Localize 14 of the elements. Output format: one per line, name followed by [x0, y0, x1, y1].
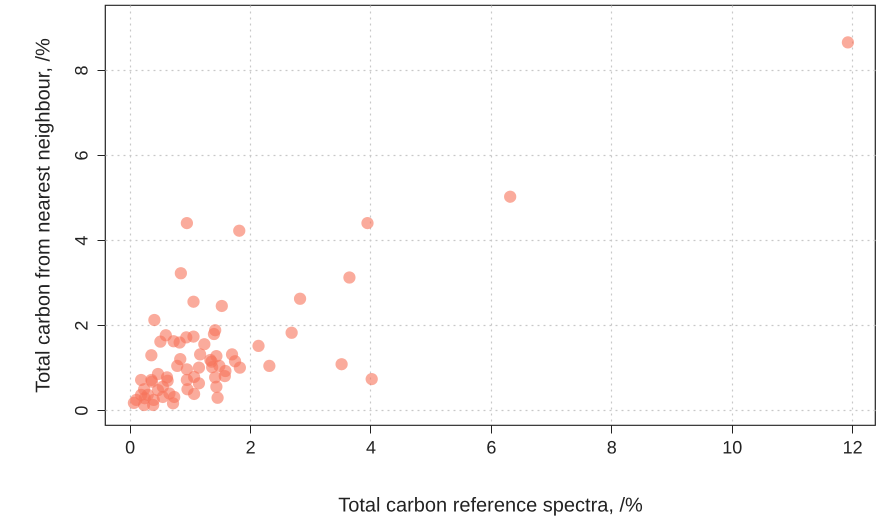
x-tick-label: 0	[125, 438, 136, 458]
x-tick-label: 10	[722, 438, 742, 458]
x-tick-label: 12	[842, 438, 863, 458]
x-axis-title: Total carbon reference spectra, /%	[338, 494, 644, 516]
y-tick-label: 4	[72, 236, 92, 246]
x-tick-label: 6	[486, 438, 496, 458]
y-tick-label: 6	[72, 150, 92, 161]
y-axis-title: Total carbon from nearest neighbour, /%	[32, 38, 54, 393]
y-tick-label: 8	[72, 66, 92, 76]
x-tick-label: 2	[246, 438, 256, 458]
x-tick-label: 4	[366, 438, 376, 458]
y-tick-label: 0	[72, 406, 92, 416]
y-tick-label: 2	[72, 320, 92, 331]
x-tick-label: 8	[606, 438, 617, 458]
